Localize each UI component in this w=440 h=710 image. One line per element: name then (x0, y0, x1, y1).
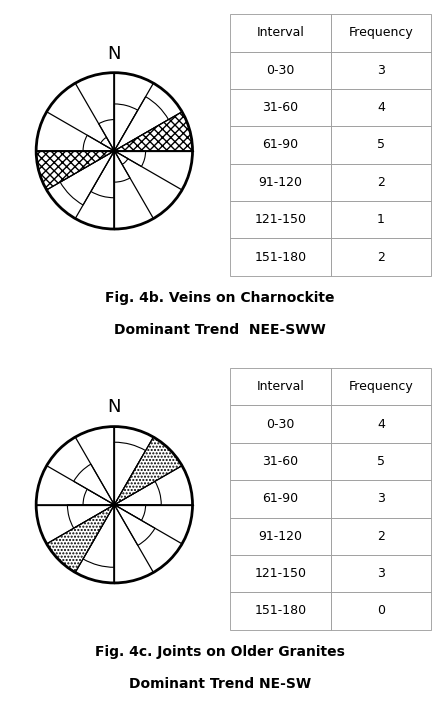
Wedge shape (114, 437, 182, 505)
Wedge shape (67, 505, 114, 528)
Wedge shape (60, 151, 114, 205)
Text: Fig. 4b. Veins on Charnockite: Fig. 4b. Veins on Charnockite (105, 291, 335, 305)
Wedge shape (114, 151, 130, 182)
Wedge shape (114, 505, 146, 520)
Wedge shape (74, 464, 114, 505)
Wedge shape (114, 104, 138, 151)
Wedge shape (114, 97, 169, 151)
Wedge shape (114, 481, 161, 505)
Text: Dominant Trend  NEE-SWW: Dominant Trend NEE-SWW (114, 323, 326, 337)
Wedge shape (114, 111, 193, 151)
Wedge shape (114, 151, 146, 166)
Wedge shape (47, 505, 114, 572)
Text: Fig. 4c. Joints on Older Granites: Fig. 4c. Joints on Older Granites (95, 645, 345, 659)
Text: N: N (108, 45, 121, 62)
Wedge shape (83, 135, 114, 151)
Text: Dominant Trend NE-SW: Dominant Trend NE-SW (129, 677, 311, 691)
Wedge shape (101, 137, 114, 151)
Text: N: N (108, 398, 121, 417)
Wedge shape (83, 489, 114, 505)
Wedge shape (114, 505, 155, 545)
Wedge shape (114, 151, 128, 165)
Wedge shape (91, 151, 114, 198)
Wedge shape (83, 505, 114, 567)
Wedge shape (36, 151, 114, 190)
Wedge shape (114, 442, 146, 505)
Wedge shape (99, 119, 114, 151)
